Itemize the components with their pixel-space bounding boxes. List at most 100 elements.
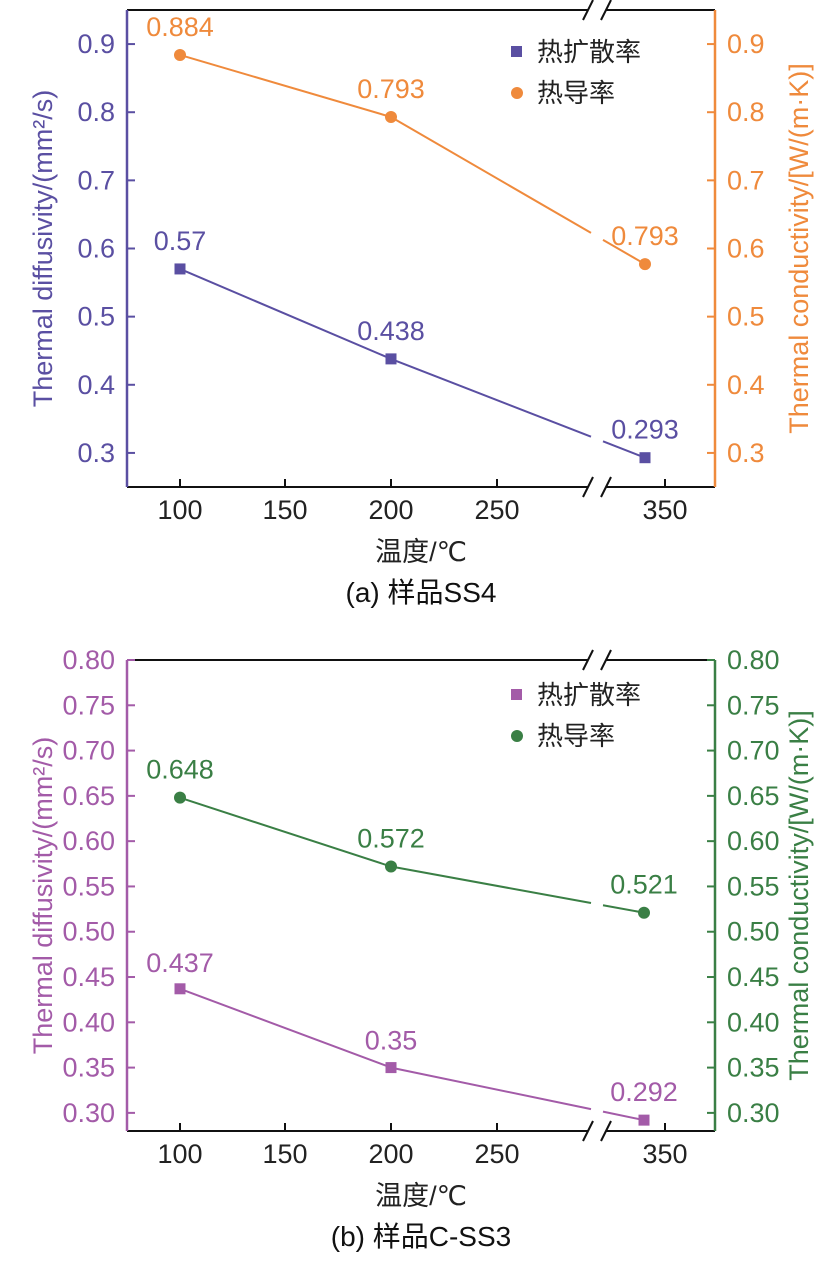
- legend-marker-circle: [511, 730, 523, 742]
- y-right-tick-label: 0.30: [727, 1098, 780, 1128]
- y-left-tick-label: 0.3: [77, 438, 115, 468]
- x-tick-label: 200: [368, 495, 413, 525]
- y-right-tick-label: 0.65: [727, 781, 780, 811]
- y-right-tick-label: 0.80: [727, 645, 780, 675]
- y-left-tick-label: 0.7: [77, 165, 115, 195]
- y-axis-right-title: Thermal conductivity/[W/(m·K)]: [784, 710, 814, 1081]
- chart-panel-2: 100 150 200 250 350 0.30 0.35 0.40 0.45 0.50 0.55 0…: [28, 645, 814, 1252]
- y-left-tick-label: 0.40: [62, 1007, 115, 1037]
- data-point-square: [639, 452, 651, 464]
- y-right-tick-label: 0.55: [727, 871, 780, 901]
- y-left-tick-label: 0.80: [62, 645, 115, 675]
- axis-break-mark: [600, 1120, 612, 1142]
- data-label: 0.572: [357, 824, 425, 854]
- x-tick-label: 150: [262, 1139, 307, 1169]
- legend-label: 热导率: [537, 78, 615, 108]
- y-right-tick-label: 0.35: [727, 1053, 780, 1083]
- data-point-circle: [639, 258, 651, 271]
- data-label: 0.57: [154, 226, 207, 256]
- series-line-segment: [179, 987, 392, 1069]
- axis-break-mark: [582, 476, 594, 498]
- data-label: 0.884: [146, 12, 214, 42]
- series-line-segment: [602, 238, 646, 266]
- x-tick-label: 100: [157, 1139, 202, 1169]
- series-line-segment: [602, 1110, 645, 1122]
- series-line-segment: [179, 268, 392, 360]
- y-left-tick-label: 0.35: [62, 1053, 115, 1083]
- data-label: 0.292: [610, 1077, 678, 1107]
- axis-break-mark: [600, 649, 612, 671]
- y-left-tick-label: 0.60: [62, 826, 115, 856]
- series-line-segment: [390, 865, 592, 905]
- y-left-tick-label: 0.30: [62, 1098, 115, 1128]
- y-left-tick-label: 0.55: [62, 871, 115, 901]
- chart-panel-1: 100 150 200 250 350 0.3 0.4 0.5 0.6 0.7 0.8 0.9 0.3 0…: [28, 0, 814, 608]
- series-line-segment: [179, 796, 392, 868]
- axis-break-mark: [600, 476, 612, 498]
- series-line-segment: [390, 1066, 592, 1111]
- y-left-tick-label: 0.65: [62, 781, 115, 811]
- series-line-segment: [390, 116, 592, 234]
- data-point-square: [638, 1114, 650, 1126]
- series-line-segment: [179, 54, 392, 118]
- data-label: 0.438: [357, 316, 425, 346]
- legend-label: 热扩散率: [537, 680, 641, 710]
- data-label: 0.293: [611, 415, 679, 445]
- axis-break-mark: [582, 0, 594, 21]
- x-tick-label: 350: [642, 495, 687, 525]
- x-axis-title: 温度/℃: [375, 537, 467, 567]
- y-left-tick-label: 0.4: [77, 370, 115, 400]
- y-right-tick-label: 0.7: [727, 165, 765, 195]
- y-right-tick-label: 0.40: [727, 1007, 780, 1037]
- y-right-tick-label: 0.5: [727, 302, 765, 332]
- data-label: 0.35: [365, 1026, 418, 1056]
- legend-marker-circle: [511, 87, 523, 99]
- y-right-tick-label: 0.4: [727, 370, 765, 400]
- y-right-tick-label: 0.50: [727, 917, 780, 947]
- y-axis-left-title: Thermal diffusivity/(mm²/s): [28, 90, 58, 408]
- y-axis-right-title: Thermal conductivity/[W/(m·K)]: [784, 63, 814, 434]
- data-point-circle: [385, 860, 397, 873]
- data-point-circle: [174, 48, 186, 61]
- axis-break-mark: [582, 1120, 594, 1142]
- y-left-tick-label: 0.70: [62, 736, 115, 766]
- axis-break-mark: [582, 649, 594, 671]
- x-tick-label: 100: [157, 495, 202, 525]
- figure-caption: (b) 样品C-SS3: [331, 1221, 511, 1252]
- y-left-tick-label: 0.8: [77, 97, 115, 127]
- data-point-square: [385, 353, 397, 365]
- x-tick-label: 200: [368, 1139, 413, 1169]
- y-right-tick-label: 0.9: [727, 29, 765, 59]
- y-left-tick-label: 0.5: [77, 302, 115, 332]
- data-label: 0.521: [610, 870, 678, 900]
- x-tick-label: 250: [474, 495, 519, 525]
- y-right-tick-label: 0.60: [727, 826, 780, 856]
- figure-caption: (a) 样品SS4: [346, 577, 497, 608]
- y-right-tick-label: 0.6: [727, 234, 765, 264]
- y-left-tick-label: 0.9: [77, 29, 115, 59]
- data-point-square: [385, 1062, 397, 1074]
- y-left-tick-label: 0.6: [77, 234, 115, 264]
- y-axis-left-title: Thermal diffusivity/(mm²/s): [28, 737, 58, 1055]
- data-label: 0.437: [146, 948, 214, 978]
- axis-break-mark: [600, 0, 612, 21]
- x-tick-label: 350: [642, 1139, 687, 1169]
- data-label: 0.793: [357, 74, 425, 104]
- series-line-segment: [602, 904, 645, 914]
- y-left-tick-label: 0.50: [62, 917, 115, 947]
- x-tick-label: 250: [474, 1139, 519, 1169]
- data-label: 0.793: [611, 221, 679, 251]
- y-right-tick-label: 0.45: [727, 962, 780, 992]
- series-line-segment: [602, 440, 646, 459]
- y-right-tick-label: 0.8: [727, 97, 765, 127]
- series-line-segment: [390, 357, 592, 438]
- legend-label: 热扩散率: [537, 37, 641, 67]
- legend-marker-square: [511, 689, 522, 700]
- y-left-tick-label: 0.45: [62, 962, 115, 992]
- y-right-tick-label: 0.3: [727, 438, 765, 468]
- data-point-circle: [385, 110, 397, 123]
- data-point-circle: [174, 791, 186, 804]
- data-label: 0.648: [146, 755, 214, 785]
- legend-marker-square: [511, 46, 522, 57]
- x-axis-title: 温度/℃: [375, 1181, 467, 1211]
